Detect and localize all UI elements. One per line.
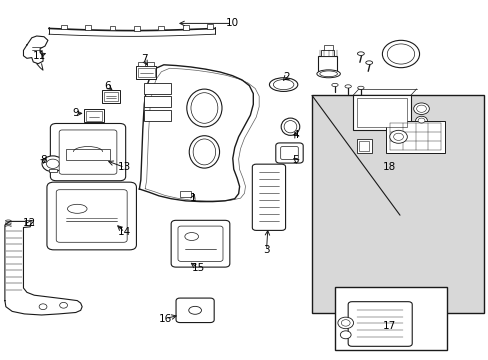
FancyBboxPatch shape: [280, 147, 298, 159]
Text: 5: 5: [292, 155, 299, 165]
Text: 11: 11: [32, 51, 46, 61]
Text: 1: 1: [189, 193, 196, 203]
FancyBboxPatch shape: [171, 220, 229, 267]
Bar: [138, 62, 145, 66]
Ellipse shape: [67, 204, 87, 213]
Ellipse shape: [357, 86, 363, 90]
Ellipse shape: [319, 71, 337, 77]
Bar: [49, 169, 57, 172]
Bar: [158, 26, 164, 30]
Ellipse shape: [269, 78, 297, 91]
Ellipse shape: [331, 83, 338, 86]
Bar: [102, 90, 120, 103]
Bar: [136, 66, 156, 79]
Circle shape: [60, 302, 67, 308]
FancyBboxPatch shape: [59, 130, 117, 174]
Text: 13: 13: [118, 162, 131, 172]
Text: 2: 2: [282, 72, 289, 82]
Bar: [84, 109, 103, 122]
Text: 6: 6: [104, 81, 111, 91]
Ellipse shape: [316, 70, 340, 78]
Text: 14: 14: [118, 227, 131, 237]
Circle shape: [46, 159, 59, 168]
Circle shape: [393, 133, 403, 140]
Bar: [386, 121, 444, 153]
Bar: [138, 68, 154, 77]
Ellipse shape: [284, 121, 296, 133]
Text: 8: 8: [41, 155, 47, 165]
Bar: [180, 191, 190, 197]
Bar: [146, 62, 153, 66]
Bar: [144, 96, 171, 107]
Text: 7: 7: [141, 54, 147, 64]
Circle shape: [416, 105, 426, 112]
Text: 16: 16: [158, 314, 172, 324]
Bar: [311, 95, 483, 313]
Ellipse shape: [357, 52, 364, 55]
Text: 15: 15: [191, 263, 204, 273]
Bar: [25, 220, 33, 225]
FancyBboxPatch shape: [252, 164, 285, 230]
Bar: [144, 83, 171, 94]
Circle shape: [417, 118, 424, 123]
Text: 18: 18: [382, 162, 395, 172]
Ellipse shape: [281, 118, 299, 135]
Bar: [134, 26, 140, 31]
Ellipse shape: [186, 89, 222, 127]
FancyBboxPatch shape: [47, 182, 136, 250]
FancyBboxPatch shape: [56, 190, 127, 242]
Bar: [103, 92, 118, 101]
Circle shape: [39, 304, 47, 310]
FancyBboxPatch shape: [178, 226, 223, 261]
Ellipse shape: [345, 85, 350, 88]
Circle shape: [413, 103, 428, 114]
Text: 10: 10: [225, 18, 238, 28]
Circle shape: [340, 331, 350, 339]
Bar: [317, 56, 337, 71]
Bar: [359, 141, 368, 151]
Circle shape: [341, 320, 349, 326]
Bar: [183, 26, 188, 30]
Bar: [334, 287, 447, 350]
Ellipse shape: [188, 306, 201, 314]
Bar: [85, 26, 91, 30]
FancyBboxPatch shape: [347, 302, 411, 346]
Circle shape: [42, 156, 63, 172]
Bar: [323, 45, 332, 50]
Bar: [109, 26, 115, 31]
Text: 17: 17: [382, 321, 395, 331]
Ellipse shape: [193, 139, 215, 165]
FancyBboxPatch shape: [275, 143, 303, 163]
Bar: [86, 111, 102, 121]
Ellipse shape: [190, 93, 217, 123]
Circle shape: [389, 130, 407, 143]
Bar: [320, 50, 334, 56]
Bar: [356, 139, 371, 153]
Text: 12: 12: [22, 218, 36, 228]
Bar: [207, 24, 213, 29]
Bar: [356, 98, 406, 127]
Text: 9: 9: [72, 108, 79, 118]
FancyBboxPatch shape: [50, 123, 125, 181]
Ellipse shape: [184, 233, 198, 240]
Text: 3: 3: [263, 245, 269, 255]
Text: 4: 4: [292, 130, 299, 140]
Ellipse shape: [189, 136, 219, 168]
Ellipse shape: [365, 61, 372, 64]
Circle shape: [386, 44, 414, 64]
Bar: [66, 149, 110, 160]
Circle shape: [382, 40, 419, 68]
Circle shape: [415, 116, 427, 125]
FancyBboxPatch shape: [176, 298, 214, 323]
Circle shape: [337, 317, 353, 329]
Bar: [352, 95, 410, 130]
Ellipse shape: [273, 80, 293, 90]
Bar: [61, 24, 66, 29]
Bar: [144, 110, 171, 121]
